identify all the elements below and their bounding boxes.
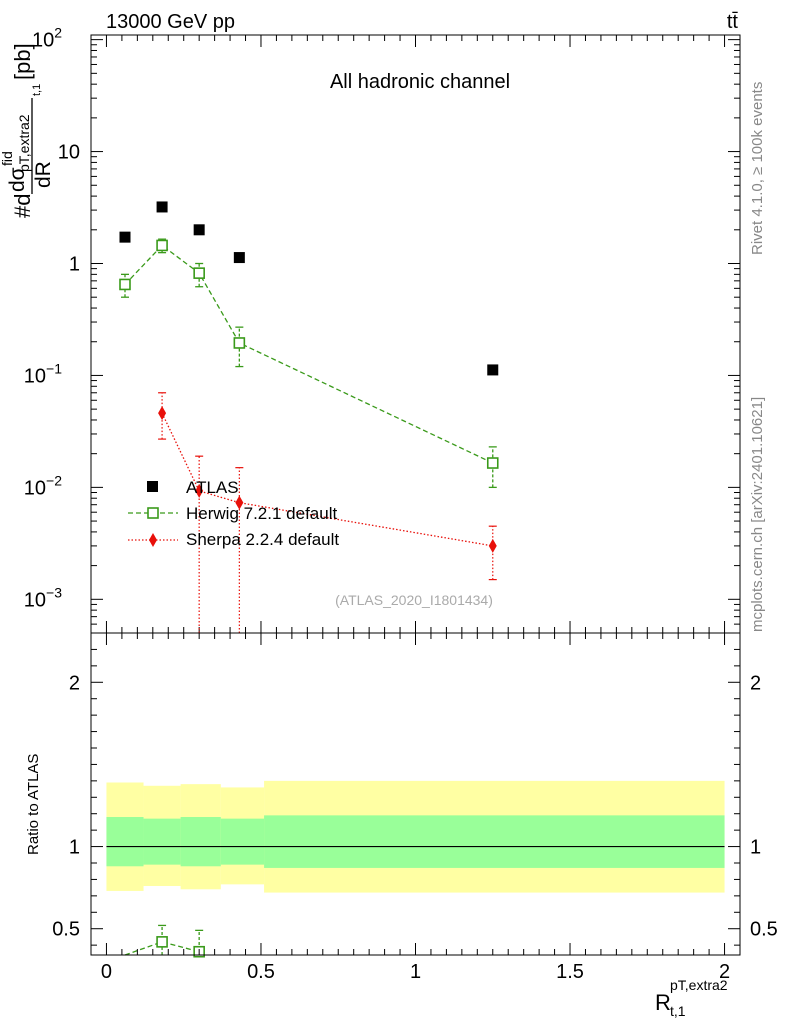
ratio-y-axis-label: Ratio to ATLAS	[25, 754, 42, 855]
ratio-stat-band	[106, 817, 144, 867]
legend-label-sherpa: Sherpa 2.2.4 default	[186, 530, 339, 549]
ratio-herwig-line	[124, 941, 200, 956]
main-y-tick-label: 10−1	[24, 360, 62, 387]
ratio-y-tick-label: 1	[69, 837, 80, 859]
svg-text:t,1: t,1	[670, 1003, 686, 1019]
ratio-plot-area: 0.5 0.5 1 1 2 2 0 0.5 1 1.5 2	[52, 632, 778, 983]
process-label: tt̄	[727, 11, 739, 33]
main-y-tick-label: 10−2	[24, 472, 62, 499]
svg-text:pT,extra2: pT,extra2	[670, 977, 728, 993]
svg-text:t,1: t,1	[31, 84, 43, 96]
legend-marker-atlas	[147, 481, 158, 492]
ratio-y-tick-label: 2	[69, 672, 80, 694]
chart-title: All hadronic channel	[330, 71, 510, 93]
rivet-version-label: Rivet 4.1.0, ≥ 100k events	[749, 82, 766, 255]
svg-text:dR: dR	[32, 161, 55, 188]
sherpa-point	[235, 495, 244, 510]
energy-label: 13000 GeV pp	[106, 11, 235, 33]
sherpa-line	[161, 412, 493, 547]
main-y-axis-label: #d dσ fid pT,extra2 dR t,1 [pb]	[0, 43, 55, 218]
atlas-point	[193, 224, 205, 236]
main-plot-area: 10−3 10−2 10−1 1 10 102	[24, 25, 741, 634]
x-tick-label: 1.5	[556, 961, 584, 983]
herwig-point	[233, 337, 246, 349]
legend-marker-sherpa	[149, 533, 157, 547]
x-tick-label: 0.5	[247, 961, 275, 983]
ratio-herwig-point	[156, 936, 168, 948]
ratio-y-tick-label-right: 2	[750, 672, 761, 694]
atlas-point	[156, 201, 168, 213]
ratio-y-tick-label-right: 1	[750, 837, 761, 859]
herwig-line	[124, 244, 494, 464]
herwig-point	[486, 457, 499, 469]
x-tick-label: 2	[719, 961, 730, 983]
ratio-stat-band	[220, 818, 265, 865]
main-y-tick-label: 10−3	[24, 584, 62, 611]
svg-text:dσ: dσ	[6, 167, 29, 192]
atlas-point	[119, 231, 131, 243]
main-y-tick-label: 1	[69, 254, 80, 276]
sherpa-point	[158, 406, 167, 421]
legend: ATLAS Herwig 7.2.1 default Sherpa 2.2.4 …	[128, 478, 339, 549]
svg-text:R: R	[655, 990, 671, 1015]
mcplots-source-label: mcplots.cern.ch [arXiv:2401.10621]	[749, 397, 766, 632]
legend-label-herwig: Herwig 7.2.1 default	[186, 504, 337, 523]
legend-marker-herwig	[147, 507, 159, 519]
herwig-point	[193, 267, 205, 279]
atlas-point	[487, 364, 499, 376]
svg-text:fid: fid	[0, 151, 15, 166]
x-tick-label: 1	[410, 961, 421, 983]
ratio-panel: 0.5 0.5 1 1 2 2 0 0.5 1 1.5 2 Ratio to ATLAS	[25, 632, 778, 983]
herwig-point	[119, 278, 131, 291]
legend-label-atlas: ATLAS	[186, 478, 239, 497]
svg-text:#d: #d	[10, 194, 35, 218]
sherpa-point	[488, 538, 497, 553]
x-tick-label: 0	[101, 961, 112, 983]
svg-text:pT,extra2: pT,extra2	[16, 114, 32, 172]
svg-text:[pb]: [pb]	[10, 43, 35, 80]
x-axis-label: R pT,extra2 t,1	[655, 977, 728, 1019]
ratio-stat-band	[180, 817, 221, 867]
main-y-tick-label: 10	[58, 142, 80, 164]
atlas-point	[233, 252, 245, 264]
ratio-stat-band	[264, 815, 725, 868]
ratio-y-tick-label-right: 0.5	[750, 919, 778, 941]
ratio-stat-band	[143, 818, 181, 865]
ratio-y-tick-label: 0.5	[52, 919, 80, 941]
sherpa-point	[195, 483, 204, 498]
main-y-tick-label: 102	[32, 25, 62, 52]
analysis-id-label: (ATLAS_2020_I1801434)	[335, 592, 493, 608]
herwig-point	[156, 239, 168, 252]
